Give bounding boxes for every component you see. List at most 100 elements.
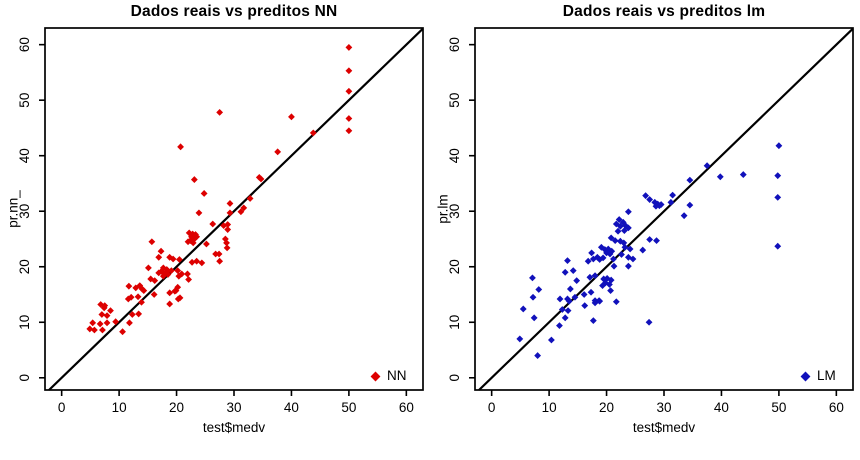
data-point — [606, 250, 614, 258]
data-point — [345, 44, 353, 51]
data-point — [184, 270, 191, 278]
data-point — [135, 310, 143, 318]
data-point — [216, 108, 224, 116]
x-tick-label: 10 — [542, 400, 557, 415]
data-point — [198, 259, 206, 267]
data-point — [345, 115, 353, 122]
data-point — [112, 318, 120, 326]
data-point — [569, 267, 577, 275]
data-point — [185, 229, 193, 237]
data-point — [548, 336, 555, 344]
data-point — [224, 226, 232, 233]
plot-box — [44, 27, 424, 391]
y-tick-label: 60 — [447, 37, 462, 52]
y-tick-label: 0 — [447, 374, 462, 382]
data-point — [345, 87, 353, 95]
data-point — [566, 285, 574, 293]
data-point — [587, 288, 595, 296]
data-point — [186, 237, 194, 245]
data-point — [686, 201, 694, 209]
panel-lm: 0 10 20 30 40 50 60 0 10 20 30 40 50 60 Dados reais v… — [430, 0, 860, 460]
data-point — [190, 235, 198, 243]
x-tick-label: 0 — [58, 400, 66, 415]
data-point — [588, 249, 596, 257]
data-point — [288, 113, 295, 121]
data-point — [190, 176, 198, 183]
data-point — [128, 311, 136, 318]
data-point — [653, 237, 660, 245]
data-point — [620, 239, 628, 247]
data-point — [125, 282, 133, 290]
data-point — [195, 209, 203, 217]
data-point — [621, 243, 629, 251]
data-point — [212, 250, 220, 258]
data-point — [530, 314, 538, 322]
x-tick-label: 40 — [284, 400, 299, 415]
y-tick-label: 20 — [447, 259, 462, 274]
data-point — [774, 242, 782, 250]
data-point — [166, 300, 174, 308]
legend-diamond-icon — [800, 371, 811, 381]
data-point — [561, 314, 569, 322]
data-point — [599, 282, 606, 290]
data-point — [151, 277, 159, 285]
data-point — [155, 253, 163, 261]
x-tick-label: 20 — [169, 400, 184, 415]
data-point — [119, 328, 126, 336]
data-point — [175, 272, 183, 280]
x-tick-label: 60 — [399, 400, 414, 415]
data-point — [616, 222, 624, 230]
data-point — [534, 352, 542, 359]
data-point — [140, 287, 148, 295]
data-point — [629, 255, 637, 263]
data-point — [646, 236, 654, 243]
data-point — [240, 204, 248, 212]
data-point — [309, 129, 317, 137]
data-point — [519, 305, 527, 313]
legend-nn: NN — [370, 368, 407, 383]
data-point — [174, 283, 182, 291]
data-point — [591, 272, 599, 280]
data-point — [612, 298, 620, 306]
x-tick-label: 30 — [226, 400, 241, 415]
data-point — [624, 262, 632, 270]
chart-title-nn: Dados reais vs preditos NN — [130, 3, 338, 20]
y-tick-label: 20 — [17, 259, 32, 274]
data-point — [246, 195, 254, 202]
data-point — [607, 276, 615, 284]
data-point — [126, 319, 133, 327]
y-tick-label: 50 — [447, 93, 462, 108]
data-point — [216, 257, 224, 265]
data-point — [224, 221, 232, 228]
data-point — [193, 257, 201, 265]
data-point — [215, 250, 223, 258]
data-point — [774, 193, 782, 201]
data-point — [176, 256, 183, 263]
data-point — [345, 67, 353, 75]
data-point — [185, 276, 193, 283]
data-point — [200, 190, 208, 197]
data-point — [529, 293, 537, 301]
panel-nn: 0 10 20 30 40 50 60 0 10 20 30 40 50 60 Dados reais v… — [6, 3, 424, 435]
data-point — [614, 227, 622, 235]
data-point — [193, 233, 201, 241]
data-point — [565, 297, 573, 305]
y-tick-label: 10 — [17, 315, 32, 330]
legend-lm: LM — [800, 369, 836, 383]
data-point — [223, 244, 231, 252]
data-point — [716, 173, 724, 181]
data-point — [177, 143, 184, 151]
data-point — [596, 297, 604, 305]
data-point — [607, 287, 614, 295]
data-point — [558, 306, 566, 313]
legend-label-nn: NN — [387, 368, 407, 383]
data-point — [159, 272, 167, 280]
plot-box — [474, 27, 854, 391]
x-tick-label: 10 — [112, 400, 127, 415]
y-tick-label: 30 — [17, 204, 32, 219]
y-axis-label-lm: pr.lm — [435, 194, 451, 224]
data-point — [134, 293, 142, 301]
data-point — [564, 257, 571, 265]
data-point — [561, 268, 569, 276]
data-point — [581, 302, 589, 310]
